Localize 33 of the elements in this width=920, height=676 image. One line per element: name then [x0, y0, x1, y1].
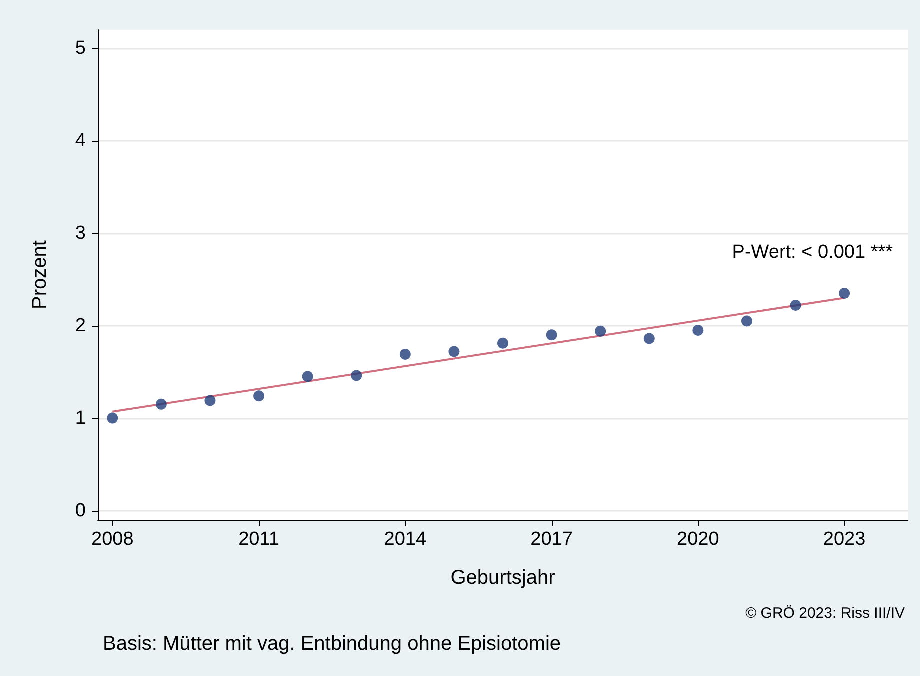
- point: [741, 316, 752, 327]
- y-tick-label: 2: [75, 315, 86, 336]
- point: [448, 346, 460, 358]
- point: [595, 326, 606, 337]
- x-tick-label: 2008: [92, 529, 134, 550]
- x-tick-label: 2023: [823, 529, 866, 550]
- point: [839, 288, 850, 299]
- text: Basis: Mütter mit vag. Entbindung ohne Episiotomie: [103, 633, 562, 655]
- y-tick-label: 0: [75, 500, 86, 522]
- x-tick-label: 2014: [384, 529, 427, 550]
- point: [546, 330, 558, 341]
- annotation: P-Wert: < 0.001 ***: [732, 242, 894, 263]
- text: © GRÖ 2023: Riss III/IV: [746, 605, 906, 622]
- y-tick-label: 4: [75, 130, 86, 152]
- point: [498, 338, 508, 349]
- point: [692, 324, 704, 336]
- point: [156, 398, 167, 410]
- point: [302, 371, 314, 382]
- point: [400, 349, 411, 360]
- point: [351, 370, 362, 382]
- point: [254, 390, 265, 402]
- point: [107, 412, 118, 424]
- x-axis-title: Geburtsjahr: [450, 567, 556, 589]
- y-tick-label: 3: [75, 222, 86, 244]
- point: [790, 300, 802, 312]
- y-tick-label: 1: [75, 408, 86, 429]
- x-tick-label: 2011: [238, 529, 280, 550]
- y-tick-label: 5: [75, 38, 86, 59]
- x-tick-label: 2017: [530, 529, 573, 550]
- point: [204, 395, 216, 406]
- x-tick-label: 2020: [677, 529, 720, 550]
- point: [644, 333, 655, 344]
- y-axis-title: Prozent: [29, 240, 51, 310]
